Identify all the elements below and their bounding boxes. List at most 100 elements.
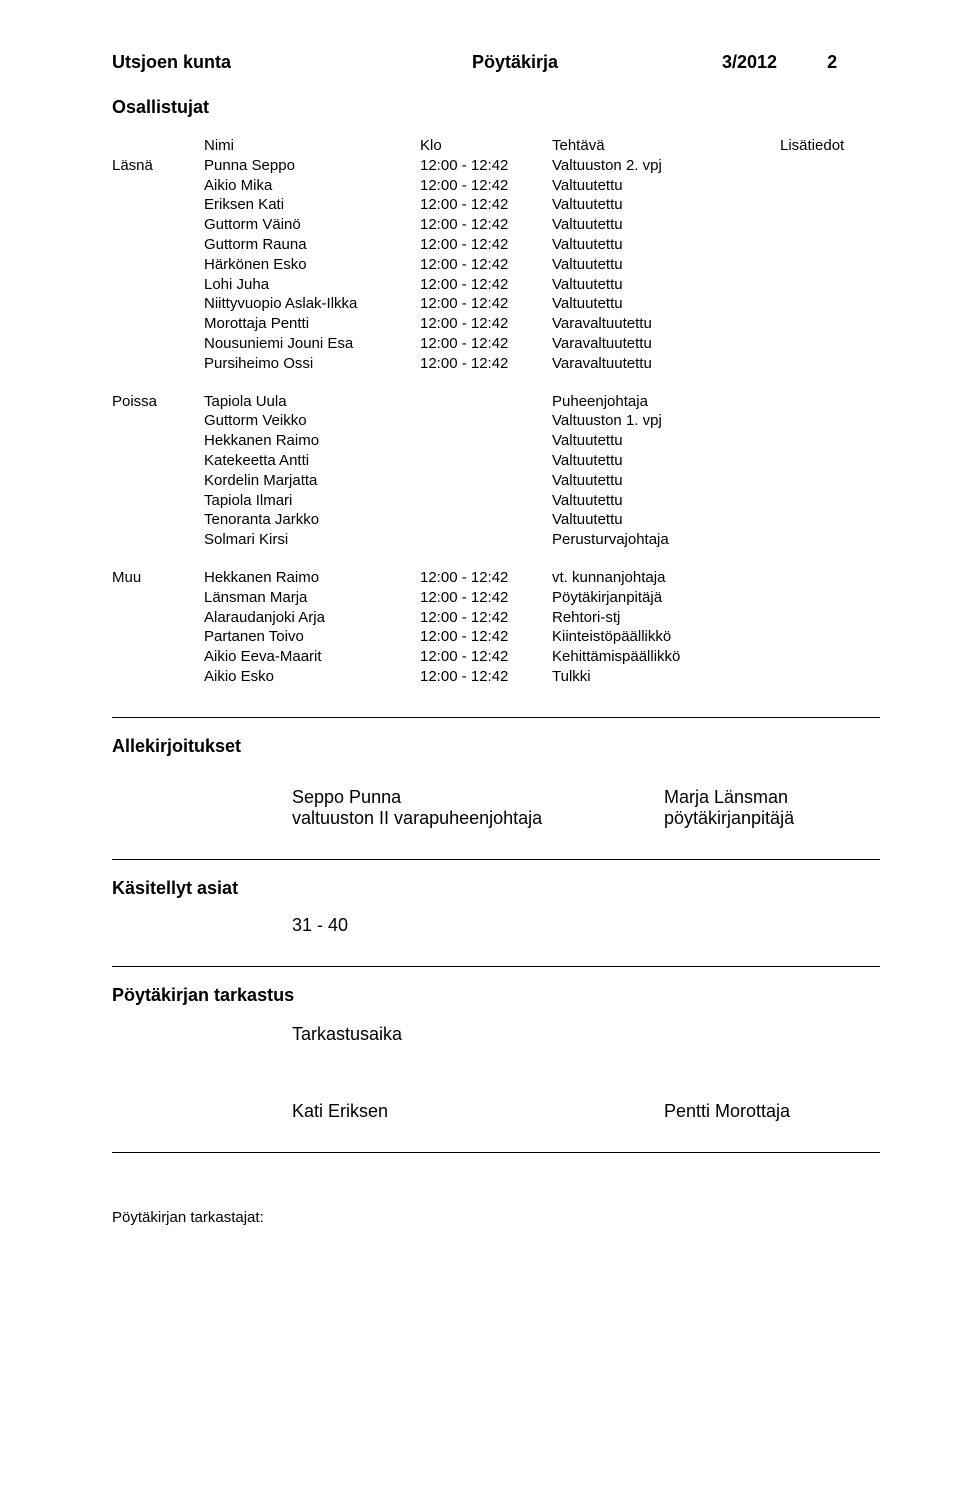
other-role: Pöytäkirjanpitäjä xyxy=(552,588,880,608)
present-row: Guttorm Rauna12:00 - 12:42Valtuutettu xyxy=(112,235,880,255)
sig-left-title: valtuuston II varapuheenjohtaja xyxy=(292,808,664,829)
absent-label xyxy=(112,530,204,550)
present-label xyxy=(112,354,204,374)
present-name: Härkönen Esko xyxy=(204,255,420,275)
other-name: Länsman Marja xyxy=(204,588,420,608)
absent-label: Poissa xyxy=(112,392,204,412)
absent-name: Tapiola Ilmari xyxy=(204,491,552,511)
present-extra xyxy=(780,195,880,215)
absent-row: Katekeetta AnttiValtuutettu xyxy=(112,451,880,471)
header-org: Utsjoen kunta xyxy=(112,52,472,73)
other-label: Muu xyxy=(112,568,204,588)
other-name: Aikio Eeva-Maarit xyxy=(204,647,420,667)
present-row: Nousuniemi Jouni Esa12:00 - 12:42Varaval… xyxy=(112,334,880,354)
other-role: Kiinteistöpäällikkö xyxy=(552,627,880,647)
absent-role: Valtuutettu xyxy=(552,510,880,530)
other-time: 12:00 - 12:42 xyxy=(420,568,552,588)
present-label: Läsnä xyxy=(112,156,204,176)
present-time: 12:00 - 12:42 xyxy=(420,235,552,255)
absent-row: Hekkanen RaimoValtuutettu xyxy=(112,431,880,451)
present-name: Guttorm Rauna xyxy=(204,235,420,255)
absent-role: Valtuutettu xyxy=(552,471,880,491)
present-name: Eriksen Kati xyxy=(204,195,420,215)
absent-label xyxy=(112,471,204,491)
present-extra xyxy=(780,255,880,275)
sig-right-name: Marja Länsman xyxy=(664,787,880,808)
other-role: Rehtori-stj xyxy=(552,608,880,628)
other-name: Aikio Esko xyxy=(204,667,420,687)
reviewers: Kati Eriksen Pentti Morottaja xyxy=(112,1101,880,1122)
signature-titles: valtuuston II varapuheenjohtaja pöytäkir… xyxy=(112,808,880,829)
present-time: 12:00 - 12:42 xyxy=(420,314,552,334)
absent-role: Perusturvajohtaja xyxy=(552,530,880,550)
other-row: Länsman Marja12:00 - 12:42Pöytäkirjanpit… xyxy=(112,588,880,608)
absent-row: Kordelin MarjattaValtuutettu xyxy=(112,471,880,491)
reviewer-left: Kati Eriksen xyxy=(292,1101,664,1122)
absent-row: Tenoranta JarkkoValtuutettu xyxy=(112,510,880,530)
present-row: Eriksen Kati12:00 - 12:42Valtuutettu xyxy=(112,195,880,215)
review-time-label: Tarkastusaika xyxy=(292,1024,880,1045)
other-name: Partanen Toivo xyxy=(204,627,420,647)
present-label xyxy=(112,314,204,334)
present-name: Pursiheimo Ossi xyxy=(204,354,420,374)
absent-role: Puheenjohtaja xyxy=(552,392,880,412)
present-row: Guttorm Väinö12:00 - 12:42Valtuutettu xyxy=(112,215,880,235)
other-row: Partanen Toivo12:00 - 12:42Kiinteistöpää… xyxy=(112,627,880,647)
other-label xyxy=(112,667,204,687)
separator xyxy=(112,966,880,967)
other-time: 12:00 - 12:42 xyxy=(420,588,552,608)
absent-label xyxy=(112,431,204,451)
present-time: 12:00 - 12:42 xyxy=(420,275,552,295)
participants-title: Osallistujat xyxy=(112,97,880,118)
other-label xyxy=(112,608,204,628)
other-row: Alaraudanjoki Arja12:00 - 12:42Rehtori-s… xyxy=(112,608,880,628)
reviewer-right: Pentti Morottaja xyxy=(664,1101,880,1122)
present-time: 12:00 - 12:42 xyxy=(420,294,552,314)
col-time: Klo xyxy=(420,136,552,156)
signatures-title: Allekirjoitukset xyxy=(112,736,880,757)
footer: Pöytäkirjan tarkastajat: xyxy=(112,1209,880,1226)
present-label xyxy=(112,235,204,255)
absent-role: Valtuutettu xyxy=(552,491,880,511)
review-title: Pöytäkirjan tarkastus xyxy=(112,985,880,1006)
present-extra xyxy=(780,275,880,295)
present-extra xyxy=(780,156,880,176)
present-role: Valtuuston 2. vpj xyxy=(552,156,780,176)
present-extra xyxy=(780,176,880,196)
other-role: vt. kunnanjohtaja xyxy=(552,568,880,588)
present-role: Valtuutettu xyxy=(552,215,780,235)
present-extra xyxy=(780,235,880,255)
present-row: LäsnäPunna Seppo12:00 - 12:42Valtuuston … xyxy=(112,156,880,176)
present-role: Varavaltuutettu xyxy=(552,334,780,354)
present-label xyxy=(112,195,204,215)
present-extra xyxy=(780,354,880,374)
absent-name: Katekeetta Antti xyxy=(204,451,552,471)
other-label xyxy=(112,647,204,667)
present-name: Lohi Juha xyxy=(204,275,420,295)
other-time: 12:00 - 12:42 xyxy=(420,647,552,667)
other-row: Aikio Eeva-Maarit12:00 - 12:42Kehittämis… xyxy=(112,647,880,667)
column-headers: Nimi Klo Tehtävä Lisätiedot xyxy=(112,136,880,156)
present-label xyxy=(112,176,204,196)
present-time: 12:00 - 12:42 xyxy=(420,354,552,374)
absent-name: Tenoranta Jarkko xyxy=(204,510,552,530)
processed-title: Käsitellyt asiat xyxy=(112,878,880,899)
other-label xyxy=(112,588,204,608)
absent-label xyxy=(112,411,204,431)
processed-range: 31 - 40 xyxy=(292,915,880,936)
other-time: 12:00 - 12:42 xyxy=(420,608,552,628)
other-label xyxy=(112,627,204,647)
present-label xyxy=(112,255,204,275)
absent-label xyxy=(112,451,204,471)
signature-names: Seppo Punna Marja Länsman xyxy=(112,787,880,808)
present-name: Punna Seppo xyxy=(204,156,420,176)
other-role: Tulkki xyxy=(552,667,880,687)
absent-role: Valtuuston 1. vpj xyxy=(552,411,880,431)
present-row: Niittyvuopio Aslak-Ilkka12:00 - 12:42Val… xyxy=(112,294,880,314)
absent-role: Valtuutettu xyxy=(552,451,880,471)
present-extra xyxy=(780,334,880,354)
present-name: Niittyvuopio Aslak-Ilkka xyxy=(204,294,420,314)
col-role: Tehtävä xyxy=(552,136,780,156)
present-role: Valtuutettu xyxy=(552,235,780,255)
absent-role: Valtuutettu xyxy=(552,431,880,451)
